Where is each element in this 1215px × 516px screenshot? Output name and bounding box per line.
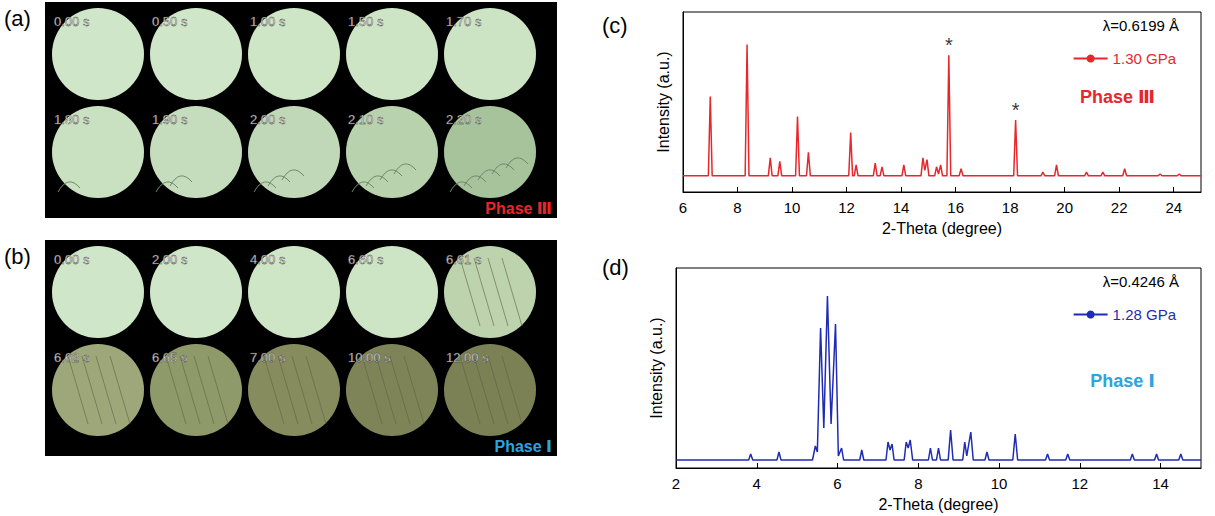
svg-text:(d): (d) xyxy=(602,255,629,280)
svg-text:1.70 s: 1.70 s xyxy=(446,14,482,29)
svg-text:18: 18 xyxy=(1002,199,1019,216)
svg-text:0.00 s: 0.00 s xyxy=(54,14,90,29)
svg-text:λ=0.4246 Å: λ=0.4246 Å xyxy=(1103,273,1179,290)
svg-text:Phase Ⅰ: Phase Ⅰ xyxy=(494,438,552,455)
svg-text:10.00 s: 10.00 s xyxy=(348,350,391,365)
svg-text:6: 6 xyxy=(833,475,841,492)
svg-text:Intensity (a.u.): Intensity (a.u.) xyxy=(648,317,665,418)
svg-text:6.60 s: 6.60 s xyxy=(348,252,384,267)
svg-text:1.90 s: 1.90 s xyxy=(152,112,188,127)
svg-text:14: 14 xyxy=(1152,475,1169,492)
svg-text:4.00 s: 4.00 s xyxy=(250,252,286,267)
svg-text:6.62 s: 6.62 s xyxy=(54,350,90,365)
svg-text:12: 12 xyxy=(1072,475,1089,492)
svg-text:4: 4 xyxy=(753,475,761,492)
svg-text:Phase Ⅰ: Phase Ⅰ xyxy=(1090,371,1155,391)
svg-text:0.50 s: 0.50 s xyxy=(152,14,188,29)
svg-text:2.00 s: 2.00 s xyxy=(250,112,286,127)
svg-text:1.00 s: 1.00 s xyxy=(250,14,286,29)
svg-text:20: 20 xyxy=(1056,199,1073,216)
svg-text:14: 14 xyxy=(893,199,910,216)
svg-text:2-Theta (degree): 2-Theta (degree) xyxy=(878,496,998,513)
svg-text:2-Theta (degree): 2-Theta (degree) xyxy=(882,220,1002,237)
svg-text:2.20 s: 2.20 s xyxy=(446,112,482,127)
svg-text:12: 12 xyxy=(838,199,855,216)
svg-text:1.80 s: 1.80 s xyxy=(54,112,90,127)
svg-text:Phase Ⅲ: Phase Ⅲ xyxy=(485,200,552,217)
svg-text:2: 2 xyxy=(672,475,680,492)
svg-text:10: 10 xyxy=(991,475,1008,492)
svg-text:24: 24 xyxy=(1165,199,1182,216)
svg-text:1.28 GPa: 1.28 GPa xyxy=(1113,306,1177,323)
svg-text:6: 6 xyxy=(679,199,687,216)
svg-text:1.50 s: 1.50 s xyxy=(348,14,384,29)
svg-text:1.30 GPa: 1.30 GPa xyxy=(1113,50,1177,67)
svg-text:(b): (b) xyxy=(4,244,31,269)
svg-text:(a): (a) xyxy=(4,6,31,31)
svg-text:8: 8 xyxy=(733,199,741,216)
svg-text:Phase Ⅲ: Phase Ⅲ xyxy=(1080,87,1155,107)
svg-text:6.65 s: 6.65 s xyxy=(152,350,188,365)
svg-text:16: 16 xyxy=(947,199,964,216)
svg-text:*: * xyxy=(1012,99,1020,121)
svg-text:6.61 s: 6.61 s xyxy=(446,252,482,267)
svg-text:(c): (c) xyxy=(602,13,628,38)
svg-text:0.00 s: 0.00 s xyxy=(54,252,90,267)
svg-text:7.00 s: 7.00 s xyxy=(250,350,286,365)
svg-text:22: 22 xyxy=(1111,199,1128,216)
svg-text:*: * xyxy=(945,34,953,56)
svg-text:Intensity (a.u.): Intensity (a.u.) xyxy=(655,51,672,152)
svg-text:2.10 s: 2.10 s xyxy=(348,112,384,127)
svg-text:8: 8 xyxy=(914,475,922,492)
svg-text:12.00 s: 12.00 s xyxy=(446,350,489,365)
svg-text:λ=0.6199 Å: λ=0.6199 Å xyxy=(1103,17,1179,34)
svg-text:2.00 s: 2.00 s xyxy=(152,252,188,267)
svg-text:10: 10 xyxy=(784,199,801,216)
